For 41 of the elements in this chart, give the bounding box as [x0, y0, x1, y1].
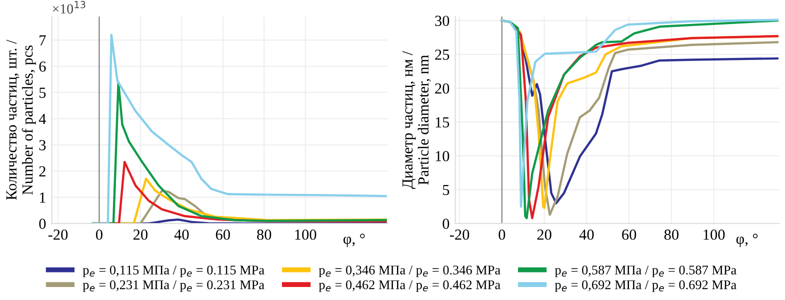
y-tick-label: 0 [442, 218, 450, 229]
y-axis-title: Диаметр частиц, нм / Particle diameter, nm [402, 51, 431, 189]
x-tick-label: 80 [664, 229, 678, 240]
x-tick-label: 100 [704, 229, 725, 240]
x-tick-label: 20 [537, 229, 552, 240]
y-tick-label: 20 [435, 83, 450, 94]
y-axis-title: Количество частиц, шт. / Number of particles, pcs [6, 40, 36, 200]
y-tick-label: 7 [40, 35, 46, 46]
line-series [92, 34, 387, 224]
y-tick-label: 3 [39, 140, 46, 150]
y-tick-label: 1 [40, 192, 46, 203]
y-tick-label: 2 [39, 166, 46, 176]
legend-label: p$_{e}$ = 0,231 МПа / p$_{e}$ = 0.231 MPa [82, 280, 264, 292]
y-tick-label: 0 [39, 218, 46, 229]
y-tick-label: 5 [40, 88, 46, 98]
y-tick-label: 10 [436, 150, 450, 162]
text: ×10$^{13}$ [52, 0, 86, 14]
x-axis-title: φ, ° [344, 234, 365, 248]
x-tick-label: 60 [216, 229, 230, 240]
legend-label: p$_{e}$ = 0,346 МПа / p$_{e}$ = 0.346 MPa [318, 266, 500, 278]
x-tick-label: 40 [174, 229, 189, 240]
legend-label: p$_{e}$ = 0,587 МПа / p$_{e}$ = 0.587 MPa [554, 266, 736, 278]
x-tick-label: 0 [96, 229, 102, 240]
x-tick-label: -20 [450, 229, 470, 240]
y-tick-label: 15 [436, 117, 450, 128]
y-tick-label: 5 [442, 184, 450, 196]
x-tick-label: 80 [257, 229, 272, 240]
x-tick-label: 60 [622, 229, 636, 240]
x-tick-label: -20 [48, 229, 68, 240]
y-tick-label: 30 [435, 16, 450, 26]
x-axis-title: φ, ° [736, 234, 758, 248]
x-tick-label: 40 [579, 229, 594, 240]
x-tick-label: 100 [295, 229, 316, 240]
y-tick-label: 25 [435, 50, 450, 60]
y-tick-label: 4 [38, 114, 46, 124]
x-tick-label: 20 [133, 229, 148, 240]
y-tick-label: 6 [39, 61, 46, 72]
legend-label: p$_{e}$ = 0,692 МПа / p$_{e}$ = 0.692 MPa [554, 280, 736, 292]
legend-label: p$_{e}$ = 0,115 МПа / p$_{e}$ = 0.115 MPa [82, 266, 264, 278]
x-tick-label: 0 [498, 229, 506, 240]
legend-label: p$_{e}$ = 0,462 МПа / p$_{e}$ = 0.462 MPa [318, 280, 500, 292]
